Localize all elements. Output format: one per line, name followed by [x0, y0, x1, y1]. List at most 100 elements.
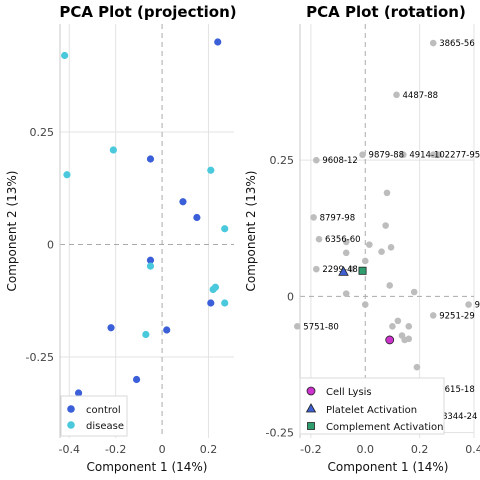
- x-tick-label: -0.2: [105, 443, 126, 456]
- point-label: 9608-12: [322, 156, 358, 166]
- loading-point: [382, 222, 389, 229]
- point-label: 3865-56: [439, 39, 475, 49]
- data-point-control: [146, 256, 155, 264]
- loading-point: [310, 214, 317, 221]
- projection-y-axis-label: Component 2 (13%): [5, 171, 19, 292]
- projection-legend: control disease: [60, 395, 128, 437]
- loading-point: [293, 323, 301, 330]
- y-tick-label: -0.25: [266, 427, 294, 440]
- loading-point: [413, 363, 421, 371]
- loading-point: [429, 312, 437, 319]
- legend-label-control: control: [86, 405, 121, 416]
- loading-point: [342, 238, 350, 246]
- rotation-points: [293, 39, 472, 420]
- point-label: 9: [475, 301, 480, 311]
- point-label: 9251-29: [439, 311, 475, 321]
- point-label: 9879-88: [369, 151, 405, 161]
- loading-point: [342, 290, 350, 297]
- x-tick-label: 0.2: [411, 443, 429, 456]
- highlight-point-complement-activation: [358, 266, 367, 275]
- y-tick-label: 0.25: [30, 126, 55, 139]
- data-point-disease: [146, 262, 155, 270]
- loading-point: [465, 301, 472, 308]
- projection-points: [61, 38, 229, 433]
- rotation-x-axis-label: Component 1 (14%): [328, 460, 449, 474]
- y-tick-label: -0.25: [26, 351, 54, 364]
- rotation-title: PCA Plot (rotation): [306, 3, 466, 21]
- loading-point: [387, 244, 395, 251]
- legend-label-complement-activation: Complement Activation: [326, 422, 444, 433]
- loading-point: [315, 235, 323, 243]
- legend-marker-disease: [67, 421, 75, 429]
- rotation-gridlines: [300, 24, 475, 438]
- projection-zero-lines: [60, 24, 234, 438]
- projection-tick-labels: -0.4 -0.2 0 0.2 -0.25 0 0.25: [26, 126, 218, 456]
- loading-point: [359, 151, 366, 159]
- data-point-disease: [63, 171, 71, 179]
- loading-point: [361, 257, 369, 265]
- loading-point: [313, 156, 320, 164]
- x-tick-label: 0.0: [357, 443, 375, 456]
- point-label: 6356-60: [325, 235, 361, 245]
- x-tick-label: 0: [159, 443, 166, 456]
- data-point-disease: [207, 166, 215, 174]
- projection-legend-box: [60, 395, 128, 437]
- rotation-point-labels: 3865-56 4487-88 9608-12 9879-88 4914-10 2277-…: [303, 39, 480, 422]
- loading-point: [435, 151, 442, 159]
- loading-point: [429, 39, 437, 47]
- point-label: 2299-48: [322, 265, 358, 275]
- point-label: 8797-98: [320, 213, 356, 223]
- data-point-control: [74, 389, 83, 397]
- legend-marker-cell-lysis: [306, 386, 316, 396]
- data-point-control: [146, 155, 155, 163]
- loading-point: [389, 323, 396, 330]
- loading-point: [386, 282, 394, 289]
- highlight-point-cell-lysis: [385, 335, 395, 345]
- data-point-control: [214, 38, 222, 46]
- point-label: 8344-24: [442, 412, 478, 422]
- data-point-control: [107, 324, 115, 332]
- rotation-y-axis-label: Component 2 (13%): [244, 171, 258, 292]
- data-point-disease: [209, 285, 217, 294]
- x-tick-label: 0.4: [465, 443, 480, 456]
- projection-title: PCA Plot (projection): [59, 3, 236, 21]
- data-point-disease: [221, 225, 229, 233]
- data-point-disease: [109, 146, 117, 154]
- x-tick-label: -0.4: [59, 443, 80, 456]
- projection-panel: PCA Plot (projection) -0.4 -0.2 0 0.2 -0.25 0…: [5, 3, 237, 474]
- point-label: 4914-10: [409, 151, 445, 161]
- loading-point: [400, 151, 407, 159]
- point-label: 2277-95: [445, 151, 480, 161]
- loading-point: [313, 265, 320, 273]
- loading-point: [361, 301, 369, 308]
- loading-point: [405, 323, 413, 330]
- data-point-control: [179, 198, 187, 206]
- point-label: 4487-88: [403, 91, 439, 101]
- loading-point: [393, 91, 400, 99]
- legend-label-cell-lysis: Cell Lysis: [326, 387, 372, 398]
- legend-marker-control: [67, 405, 75, 413]
- loading-point: [383, 189, 391, 197]
- loading-point: [401, 336, 408, 344]
- y-tick-label: 0: [287, 290, 294, 303]
- point-label: 5751-80: [303, 322, 339, 332]
- data-point-control: [207, 299, 215, 307]
- y-tick-label: 0: [47, 239, 54, 252]
- rotation-legend-box: [299, 377, 445, 435]
- rotation-legend: Cell Lysis Platelet Activation Complemen…: [299, 377, 445, 435]
- point-label: 6615-18: [439, 385, 475, 395]
- loading-point: [348, 265, 355, 273]
- data-point-disease: [61, 51, 69, 60]
- projection-x-axis-label: Component 1 (14%): [87, 460, 208, 474]
- rotation-zero-lines: [300, 24, 474, 438]
- loading-point: [410, 288, 418, 296]
- legend-marker-platelet-activation: [305, 403, 317, 413]
- data-point-disease: [142, 330, 150, 339]
- rotation-tick-labels: -0.2 0.0 0.2 0.4 -0.25 0 0.25: [266, 154, 480, 456]
- legend-marker-complement-activation: [307, 422, 315, 430]
- y-tick-label: 0.25: [270, 154, 295, 167]
- data-point-disease: [221, 299, 229, 307]
- loading-point: [378, 248, 385, 255]
- x-tick-label: -0.2: [300, 443, 321, 456]
